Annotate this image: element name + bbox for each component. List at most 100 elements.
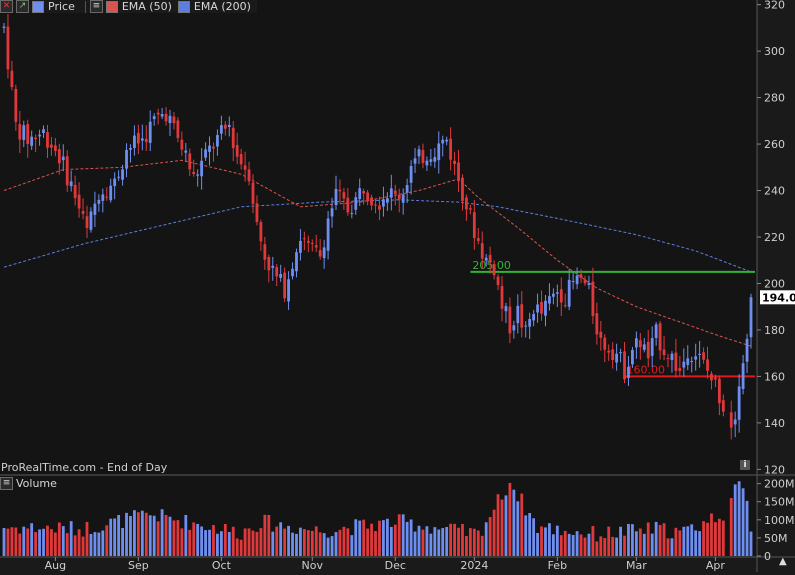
volume-bar: [26, 528, 30, 556]
candle-body: [591, 281, 595, 317]
candle-body: [528, 318, 532, 327]
volume-bar: [717, 518, 721, 556]
candle-body: [468, 208, 472, 210]
volume-bar: [694, 530, 698, 556]
volume-bar: [176, 520, 180, 556]
candle-body: [318, 250, 322, 257]
volume-bar: [540, 526, 543, 556]
chart-toolbar: ✕ ↗ Price ≡ EMA (50) EMA (200): [0, 0, 257, 13]
candle-body: [465, 197, 468, 210]
volume-bar: [318, 532, 322, 556]
legend-ema50[interactable]: EMA (50): [105, 0, 172, 13]
volume-bar: [299, 527, 302, 556]
candle-body: [310, 243, 314, 245]
candle-body: [295, 252, 298, 272]
time-tick-label: Apr: [706, 559, 726, 572]
volume-bar: [10, 527, 14, 556]
volume-bar: [69, 521, 73, 556]
candle-body: [508, 306, 512, 334]
volume-bar: [212, 525, 215, 556]
candle-body: [279, 274, 283, 278]
volume-bar: [484, 522, 488, 556]
candle-body: [144, 138, 148, 143]
candle-body: [136, 132, 140, 144]
volume-bar: [235, 538, 239, 556]
candle-body: [338, 189, 342, 192]
volume-bar: [259, 528, 263, 556]
candle-body: [204, 149, 207, 158]
candle-body: [457, 162, 460, 182]
candle-body: [595, 313, 599, 335]
candle-body: [741, 363, 745, 389]
candle-body: [425, 160, 429, 166]
candle-body: [393, 190, 397, 194]
volume-bar: [152, 515, 156, 556]
candle-body: [330, 208, 334, 217]
volume-bar: [113, 518, 117, 556]
volume-bar: [445, 526, 449, 556]
volume-menu-icon[interactable]: ≡: [0, 476, 13, 490]
candle-body: [69, 181, 73, 187]
candle-body: [89, 211, 93, 230]
candle-body: [674, 352, 678, 371]
candle-body: [287, 279, 290, 302]
volume-bar: [338, 529, 342, 556]
volume-bar: [346, 528, 350, 556]
price-tick-label: 280: [764, 92, 785, 105]
volume-bar: [666, 538, 670, 556]
candle-body: [354, 197, 358, 210]
volume-bar: [366, 528, 370, 556]
scroll-up-icon[interactable]: ▲: [779, 556, 787, 567]
volume-bar: [500, 499, 504, 556]
volume-header: ≡ Volume: [0, 476, 57, 490]
volume-bar: [714, 522, 717, 556]
volume-bar: [200, 526, 204, 556]
candle-body: [172, 116, 176, 124]
volume-bar: [204, 530, 207, 556]
volume-bar: [599, 536, 603, 556]
volume-bar: [401, 514, 405, 556]
volume-tick-label: 0: [764, 550, 771, 563]
candle-body: [184, 150, 188, 153]
volume-bar: [251, 530, 255, 556]
legend-ema200[interactable]: EMA (200): [177, 0, 251, 13]
candle-body: [516, 305, 520, 324]
indicator-list-icon[interactable]: ≡: [89, 0, 103, 13]
close-chart-icon[interactable]: ✕: [0, 0, 13, 13]
candle-body: [496, 276, 500, 286]
volume-bar: [73, 535, 77, 556]
volume-bar: [686, 526, 690, 556]
candle-body: [26, 124, 30, 144]
price-pane[interactable]: [0, 0, 757, 474]
candle-body: [10, 70, 14, 88]
candle-body: [259, 222, 263, 242]
candle-body: [255, 203, 259, 223]
candle-body: [721, 400, 725, 412]
candle-body: [50, 144, 53, 148]
volume-bar: [579, 534, 583, 556]
candle-body: [34, 137, 38, 140]
volume-bar: [441, 528, 445, 556]
volume-bar: [216, 533, 219, 556]
chart-type-icon[interactable]: ↗: [16, 0, 29, 13]
volume-bar: [548, 523, 551, 556]
candle-body: [180, 139, 184, 150]
candle-body: [93, 203, 97, 215]
candle-body: [540, 302, 543, 314]
volume-bar: [567, 533, 571, 556]
candle-body: [239, 154, 243, 165]
volume-bar: [263, 514, 267, 556]
candle-body: [449, 138, 453, 160]
legend-price[interactable]: Price: [32, 0, 75, 13]
volume-bar: [322, 533, 326, 556]
volume-bar: [172, 520, 176, 556]
candle-body: [611, 349, 615, 360]
candle-body: [121, 169, 124, 180]
volume-bar: [148, 515, 152, 556]
candle-body: [219, 125, 223, 134]
candle-body: [247, 169, 251, 182]
candle-body: [642, 344, 646, 350]
candle-body: [702, 352, 705, 360]
candle-body: [520, 304, 524, 328]
info-icon[interactable]: i: [740, 460, 750, 470]
